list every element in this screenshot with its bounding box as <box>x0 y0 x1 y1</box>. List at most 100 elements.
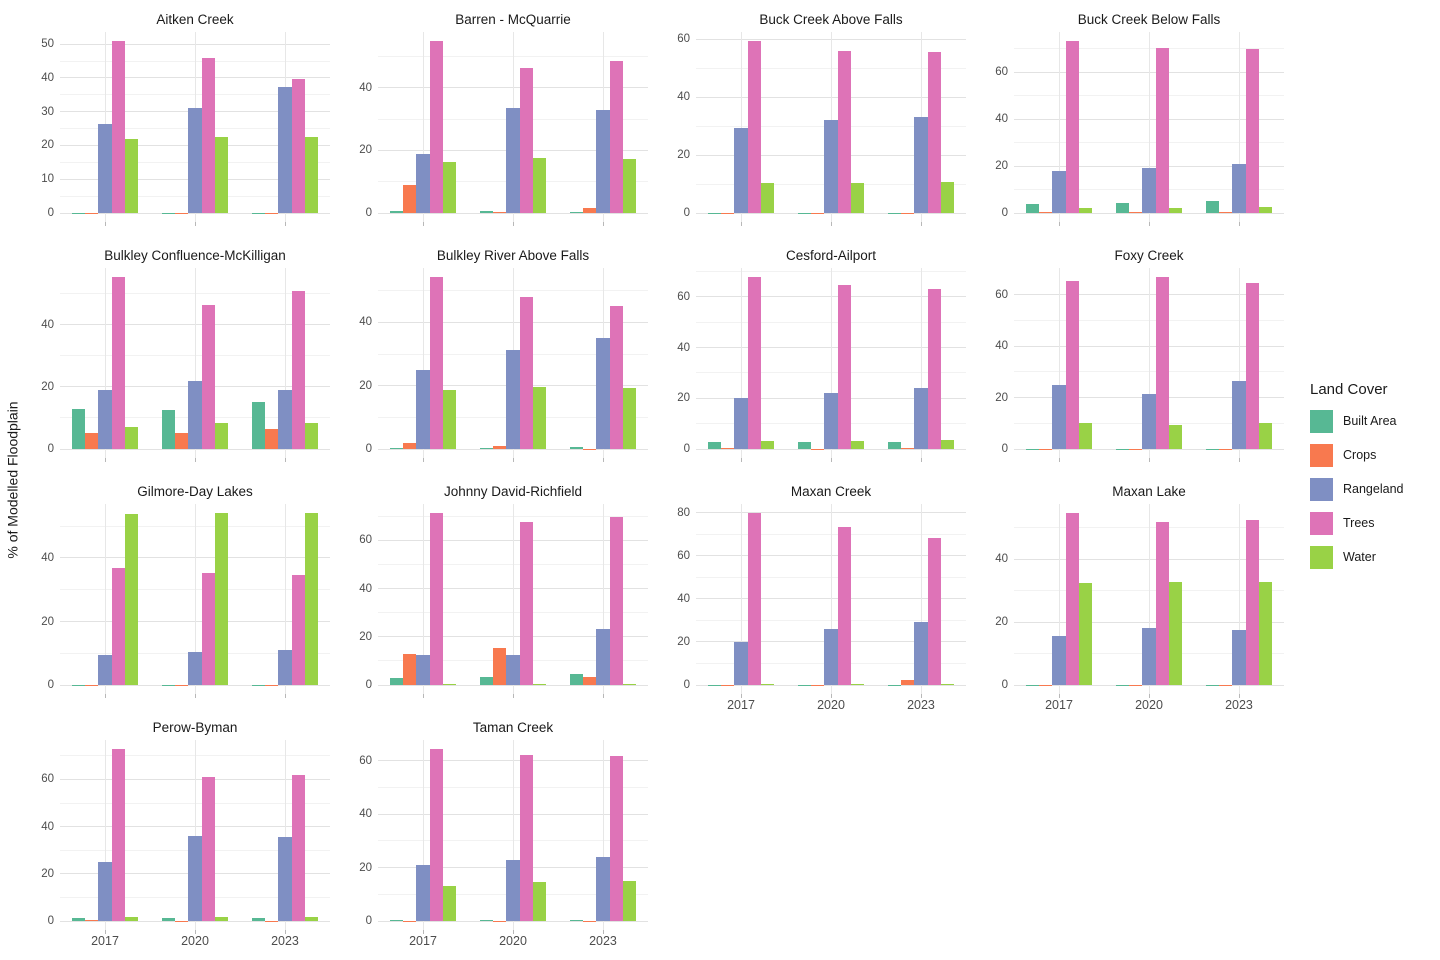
bar-trees-2017 <box>111 276 125 449</box>
x-axis-tick <box>602 694 604 698</box>
bar-water-2023 <box>1258 423 1272 449</box>
x-axis-tick <box>741 222 742 226</box>
crops-swatch <box>1310 443 1333 467</box>
bar-group-2020 <box>150 740 240 930</box>
x-axis-tick <box>513 458 514 462</box>
bar-group-2017 <box>1014 32 1104 222</box>
bars-layer <box>60 740 330 930</box>
y-tick-label: 40 <box>359 808 372 821</box>
bar-water-2017 <box>124 427 138 449</box>
vertical-gridline <box>284 504 286 694</box>
bar-group-2023 <box>1194 268 1284 458</box>
y-tick-label: 20 <box>677 635 690 648</box>
facet-panel <box>378 268 648 462</box>
x-axis-labels: 2017 2020 2023 <box>60 930 330 952</box>
x-axis-labels: 2017 2020 2023 <box>1014 694 1284 716</box>
bar-rangeland-2023 <box>596 628 610 685</box>
facet-panel <box>60 268 330 462</box>
bar-trees-2020 <box>1155 48 1169 213</box>
vertical-gridline <box>920 268 922 458</box>
bar-group-2017 <box>378 740 468 930</box>
bar-water-2020 <box>1168 207 1182 213</box>
bar-trees-2023 <box>927 51 941 213</box>
x-axis-tick <box>513 694 514 698</box>
bars-layer <box>696 504 966 694</box>
y-tick-label: 60 <box>677 290 690 303</box>
vertical-gridline <box>105 268 106 458</box>
y-tick-label: 0 <box>47 915 54 927</box>
bar-water-2020 <box>850 183 864 213</box>
bar-built-area-2023 <box>1206 200 1220 213</box>
y-tick-label: 60 <box>41 773 54 786</box>
bar-trees-2017 <box>429 512 443 685</box>
bar-group-2023 <box>240 504 330 694</box>
bars-layer <box>60 32 330 222</box>
bar-rangeland-2017 <box>416 369 430 449</box>
bar-trees-2017 <box>1065 512 1079 685</box>
bar-water-2023 <box>622 387 636 449</box>
y-tick-label: 40 <box>677 91 690 104</box>
bar-built-area-2020 <box>162 410 176 449</box>
x-axis-tick <box>423 694 424 698</box>
y-tick-label: 40 <box>359 316 372 329</box>
bar-water-2017 <box>442 161 456 213</box>
facet-maxan-creek: Maxan Creek 0 20 40 60 80 2017 2020 2023 <box>662 482 980 718</box>
x-axis-tick <box>195 222 196 226</box>
facet-plot-row: 0 20 40 60 <box>662 268 966 462</box>
x-axis-tick <box>105 458 106 462</box>
vertical-gridline <box>284 268 286 458</box>
y-axis-title: % of Modelled Floodplain <box>5 401 21 559</box>
facet-barren-mcquarrie: Barren - McQuarrie 0 20 40 <box>344 10 662 246</box>
facet-maxan-lake: Maxan Lake 0 20 40 2017 2020 2023 <box>980 482 1298 718</box>
bar-crops-2023 <box>583 676 597 685</box>
bar-water-2023 <box>304 136 318 213</box>
y-tick-label: 30 <box>41 105 54 118</box>
bar-group-2023 <box>876 268 966 458</box>
bar-crops-2020 <box>493 648 507 685</box>
vertical-gridline <box>195 740 196 930</box>
facet-plot-row: 0 20 40 60 <box>980 268 1284 462</box>
bar-group-2023 <box>240 32 330 222</box>
x-axis-tick <box>513 930 514 934</box>
x-axis-tick <box>741 694 742 698</box>
bar-trees-2023 <box>1245 519 1259 685</box>
bar-crops-2017 <box>85 920 99 921</box>
facet-plot-row: 0 10 20 30 40 50 <box>26 32 330 226</box>
bar-trees-2017 <box>429 748 443 921</box>
facet-grid: Aitken Creek 0 10 20 30 40 50 Barren - McQuarri… <box>26 10 1298 954</box>
x-axis-tick <box>1238 458 1240 462</box>
y-tick-label: 20 <box>41 615 54 628</box>
y-tick-label: 20 <box>41 139 54 152</box>
bar-trees-2020 <box>201 304 215 449</box>
x-axis-tick <box>423 222 424 226</box>
bar-group-2017 <box>60 504 150 694</box>
vertical-gridline <box>423 740 424 930</box>
bar-built-area-2017 <box>390 447 404 449</box>
bar-group-2020 <box>468 504 558 694</box>
bar-built-area-2023 <box>252 402 266 449</box>
facet-title: Gilmore-Day Lakes <box>137 484 253 499</box>
facet-title: Perow-Byman <box>152 720 238 735</box>
facet-buck-creek-above-falls: Buck Creek Above Falls 0 20 40 60 <box>662 10 980 246</box>
y-tick-label: 0 <box>1001 679 1008 691</box>
bar-water-2023 <box>304 423 318 449</box>
x-axis-tick <box>284 694 286 698</box>
bar-built-area-2017 <box>72 917 86 921</box>
vertical-gridline <box>105 504 106 694</box>
bars-layer <box>378 740 648 930</box>
bar-built-area-2023 <box>570 919 584 921</box>
y-tick-label: 20 <box>41 867 54 880</box>
y-tick-label: 20 <box>359 144 372 157</box>
x-axis-labels <box>60 458 330 480</box>
bar-group-2023 <box>558 504 648 694</box>
x-axis-tick <box>920 222 922 226</box>
facet-plot-row: 0 20 40 <box>344 32 648 226</box>
bar-trees-2017 <box>1065 280 1079 449</box>
bar-group-2023 <box>1194 504 1284 694</box>
vertical-gridline <box>1059 32 1060 222</box>
water-swatch <box>1310 545 1333 569</box>
y-tick-label: 40 <box>41 820 54 833</box>
y-tick-label: 60 <box>995 66 1008 79</box>
y-axis-title-column: % of Modelled Floodplain <box>0 10 26 950</box>
bar-crops-2023 <box>583 207 597 213</box>
